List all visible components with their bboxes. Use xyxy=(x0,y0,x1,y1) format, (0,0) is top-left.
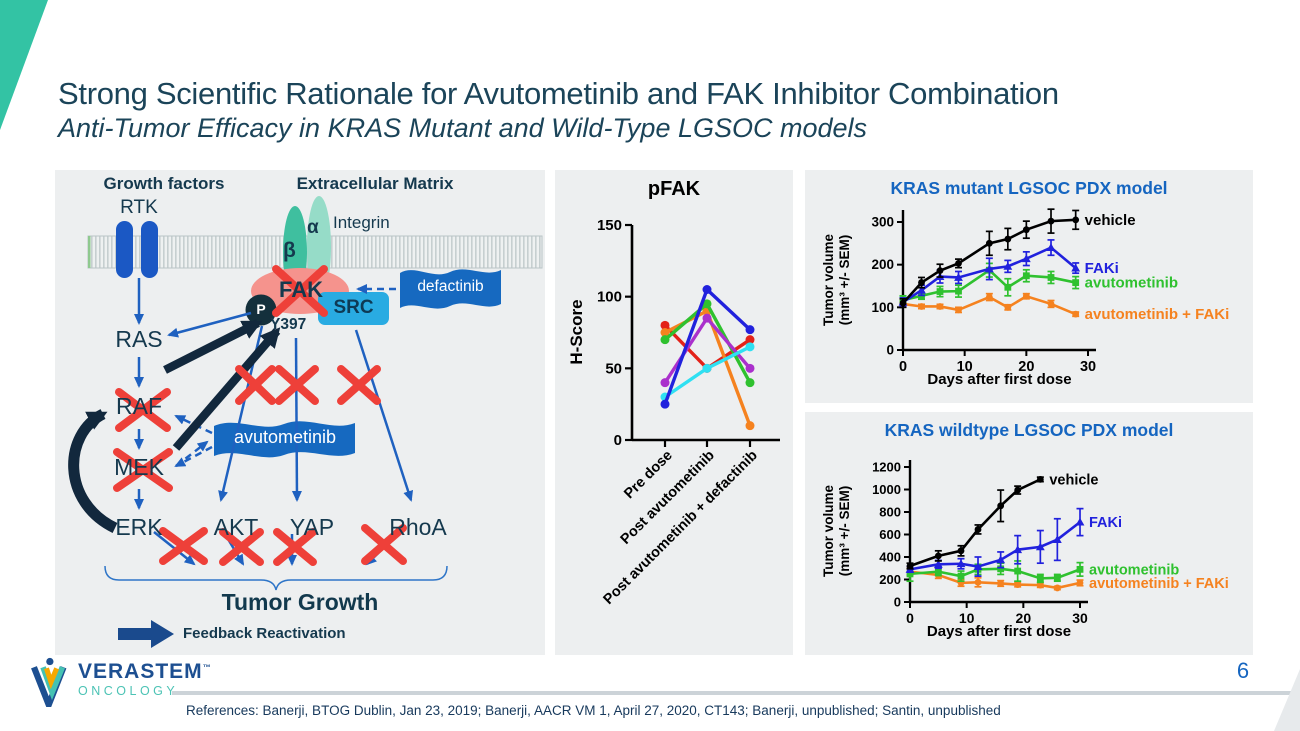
svg-text:H-Score: H-Score xyxy=(567,299,586,364)
tumor-growth-brace xyxy=(104,565,448,591)
src-label: SRC xyxy=(333,297,374,318)
page-subtitle: Anti-Tumor Efficacy in KRAS Mutant and W… xyxy=(58,113,868,143)
svg-text:Tumor volume: Tumor volume xyxy=(821,234,836,327)
svg-text:Tumor volume: Tumor volume xyxy=(821,485,836,578)
svg-text:0: 0 xyxy=(894,595,901,610)
verastem-logo-icon xyxy=(31,657,67,707)
feedback-legend-arrow-icon xyxy=(118,620,174,648)
svg-text:0: 0 xyxy=(906,610,914,626)
ecm-label: Extracellular Matrix xyxy=(296,174,454,193)
src-node xyxy=(318,292,389,325)
svg-text:1200: 1200 xyxy=(872,460,901,475)
svg-text:FAKi: FAKi xyxy=(1089,515,1122,531)
svg-text:0: 0 xyxy=(614,432,622,449)
kras-wildtype-chart-panel: KRAS wildtype LGSOC PDX model 0 200 400 600… xyxy=(805,412,1253,655)
svg-text:1000: 1000 xyxy=(872,482,901,497)
akt-label: AKT xyxy=(213,514,259,540)
feedback-arrows xyxy=(68,319,281,533)
phospho-label: P xyxy=(256,301,266,317)
svg-text:30: 30 xyxy=(1072,610,1088,626)
growth-factors-label: Growth factors xyxy=(103,174,225,193)
defactinib-label: defactinib xyxy=(417,278,484,295)
pfak-chart: 0 50 100 150 Pre dose Post avutometinib Post a… xyxy=(555,170,793,660)
raf-label: RAF xyxy=(116,393,162,419)
svg-text:FAKi: FAKi xyxy=(1085,260,1119,277)
phospho-icon xyxy=(245,294,277,326)
svg-text:100: 100 xyxy=(871,300,894,315)
logo-tm: ™ xyxy=(202,663,212,672)
tumor-growth-label: Tumor Growth xyxy=(221,589,379,615)
svg-text:(mm³ +/- SEM): (mm³ +/- SEM) xyxy=(837,486,852,576)
integrin-beta-label: β xyxy=(283,239,296,262)
rhoa-label: RhoA xyxy=(389,514,447,540)
page-number: 6 xyxy=(1236,658,1250,683)
blocked-x-marks xyxy=(113,265,407,566)
footer-divider xyxy=(172,691,1300,695)
svg-text:200: 200 xyxy=(879,572,901,587)
kras-mutant-chart-title: KRAS mutant LGSOC PDX model xyxy=(890,178,1168,198)
corner-accent xyxy=(0,0,48,130)
svg-text:30: 30 xyxy=(1080,359,1096,375)
kras-mutant-chart-panel: KRAS mutant LGSOC PDX model 0 100 200 300 0 1… xyxy=(805,170,1253,403)
svg-text:200: 200 xyxy=(871,257,894,272)
svg-text:avutometinib + FAKi: avutometinib + FAKi xyxy=(1089,576,1229,592)
integrin-label: Integrin xyxy=(333,213,390,232)
kras-wildtype-chart-title: KRAS wildtype LGSOC PDX model xyxy=(884,420,1174,440)
logo-subtitle: ONCOLOGY xyxy=(78,684,179,698)
svg-text:400: 400 xyxy=(879,550,901,565)
pfak-chart-title: pFAK xyxy=(647,178,701,200)
kras-mutant-chart: 0 100 200 300 0 10 20 30 Days after first dose Tu… xyxy=(805,170,1253,408)
svg-text:150: 150 xyxy=(597,217,622,234)
svg-text:10: 10 xyxy=(959,610,975,626)
pathway-diagram-panel: Growth factors Extracellular Matrix RTK … xyxy=(55,170,545,655)
svg-text:300: 300 xyxy=(871,214,894,229)
avutometinib-label: avutometinib xyxy=(233,427,337,447)
mek-label: MEK xyxy=(114,454,164,480)
svg-text:vehicle: vehicle xyxy=(1049,472,1098,488)
avutometinib-banner xyxy=(214,421,355,458)
svg-text:vehicle: vehicle xyxy=(1085,212,1136,229)
svg-text:Days after first dose: Days after first dose xyxy=(927,623,1071,640)
kras-wildtype-chart: 0 200 400 600 800 1000 1200 0 10 20 30 Days after f… xyxy=(805,412,1253,660)
verastem-logo: VERASTEM™ ONCOLOGY xyxy=(30,657,212,707)
svg-text:20: 20 xyxy=(1018,359,1034,375)
svg-text:avutometinib + FAKi: avutometinib + FAKi xyxy=(1085,306,1230,323)
svg-text:0: 0 xyxy=(886,343,894,358)
svg-text:0: 0 xyxy=(899,359,907,375)
page-title: Strong Scientific Rationale for Avutomet… xyxy=(58,76,1059,111)
svg-text:600: 600 xyxy=(879,527,901,542)
erk-label: ERK xyxy=(115,514,163,540)
kras-mutant-plot: 0 100 200 300 0 10 20 30 Days after first dose Tu… xyxy=(821,208,1230,388)
feedback-reactivation-label: Feedback Reactivation xyxy=(183,625,346,642)
svg-text:800: 800 xyxy=(879,505,901,520)
defactinib-banner xyxy=(400,269,501,309)
svg-text:20: 20 xyxy=(1016,610,1032,626)
y397-label: Y397 xyxy=(270,316,307,333)
svg-text:50: 50 xyxy=(605,360,622,377)
yap-label: YAP xyxy=(289,514,335,540)
svg-text:Post avutometinib + defactinib: Post avutometinib + defactinib xyxy=(601,447,761,607)
inhibition-dashed-arrows xyxy=(174,284,396,468)
rtk-label: RTK xyxy=(120,197,158,218)
references-text: References: Banerji, BTOG Dublin, Jan 23… xyxy=(186,703,1001,718)
corner-sliver-accent xyxy=(1274,669,1300,731)
svg-text:10: 10 xyxy=(957,359,973,375)
pathway-diagram-graphics xyxy=(68,196,543,648)
fak-label: FAK xyxy=(279,277,323,302)
ras-label: RAS xyxy=(115,326,163,352)
svg-text:avutometinib: avutometinib xyxy=(1085,275,1178,292)
rtk-receptor-icon xyxy=(116,221,133,278)
svg-text:avutometinib: avutometinib xyxy=(1089,562,1179,578)
svg-text:100: 100 xyxy=(597,289,622,306)
logo-name: VERASTEM™ xyxy=(78,660,212,683)
svg-text:Days after first dose: Days after first dose xyxy=(927,371,1071,388)
svg-text:(mm³ +/- SEM): (mm³ +/- SEM) xyxy=(837,235,852,325)
integrin-alpha-label: α xyxy=(307,217,319,238)
pfak-chart-panel: pFAK 0 50 100 150 Pre dose Post avutometinib P… xyxy=(555,170,793,655)
